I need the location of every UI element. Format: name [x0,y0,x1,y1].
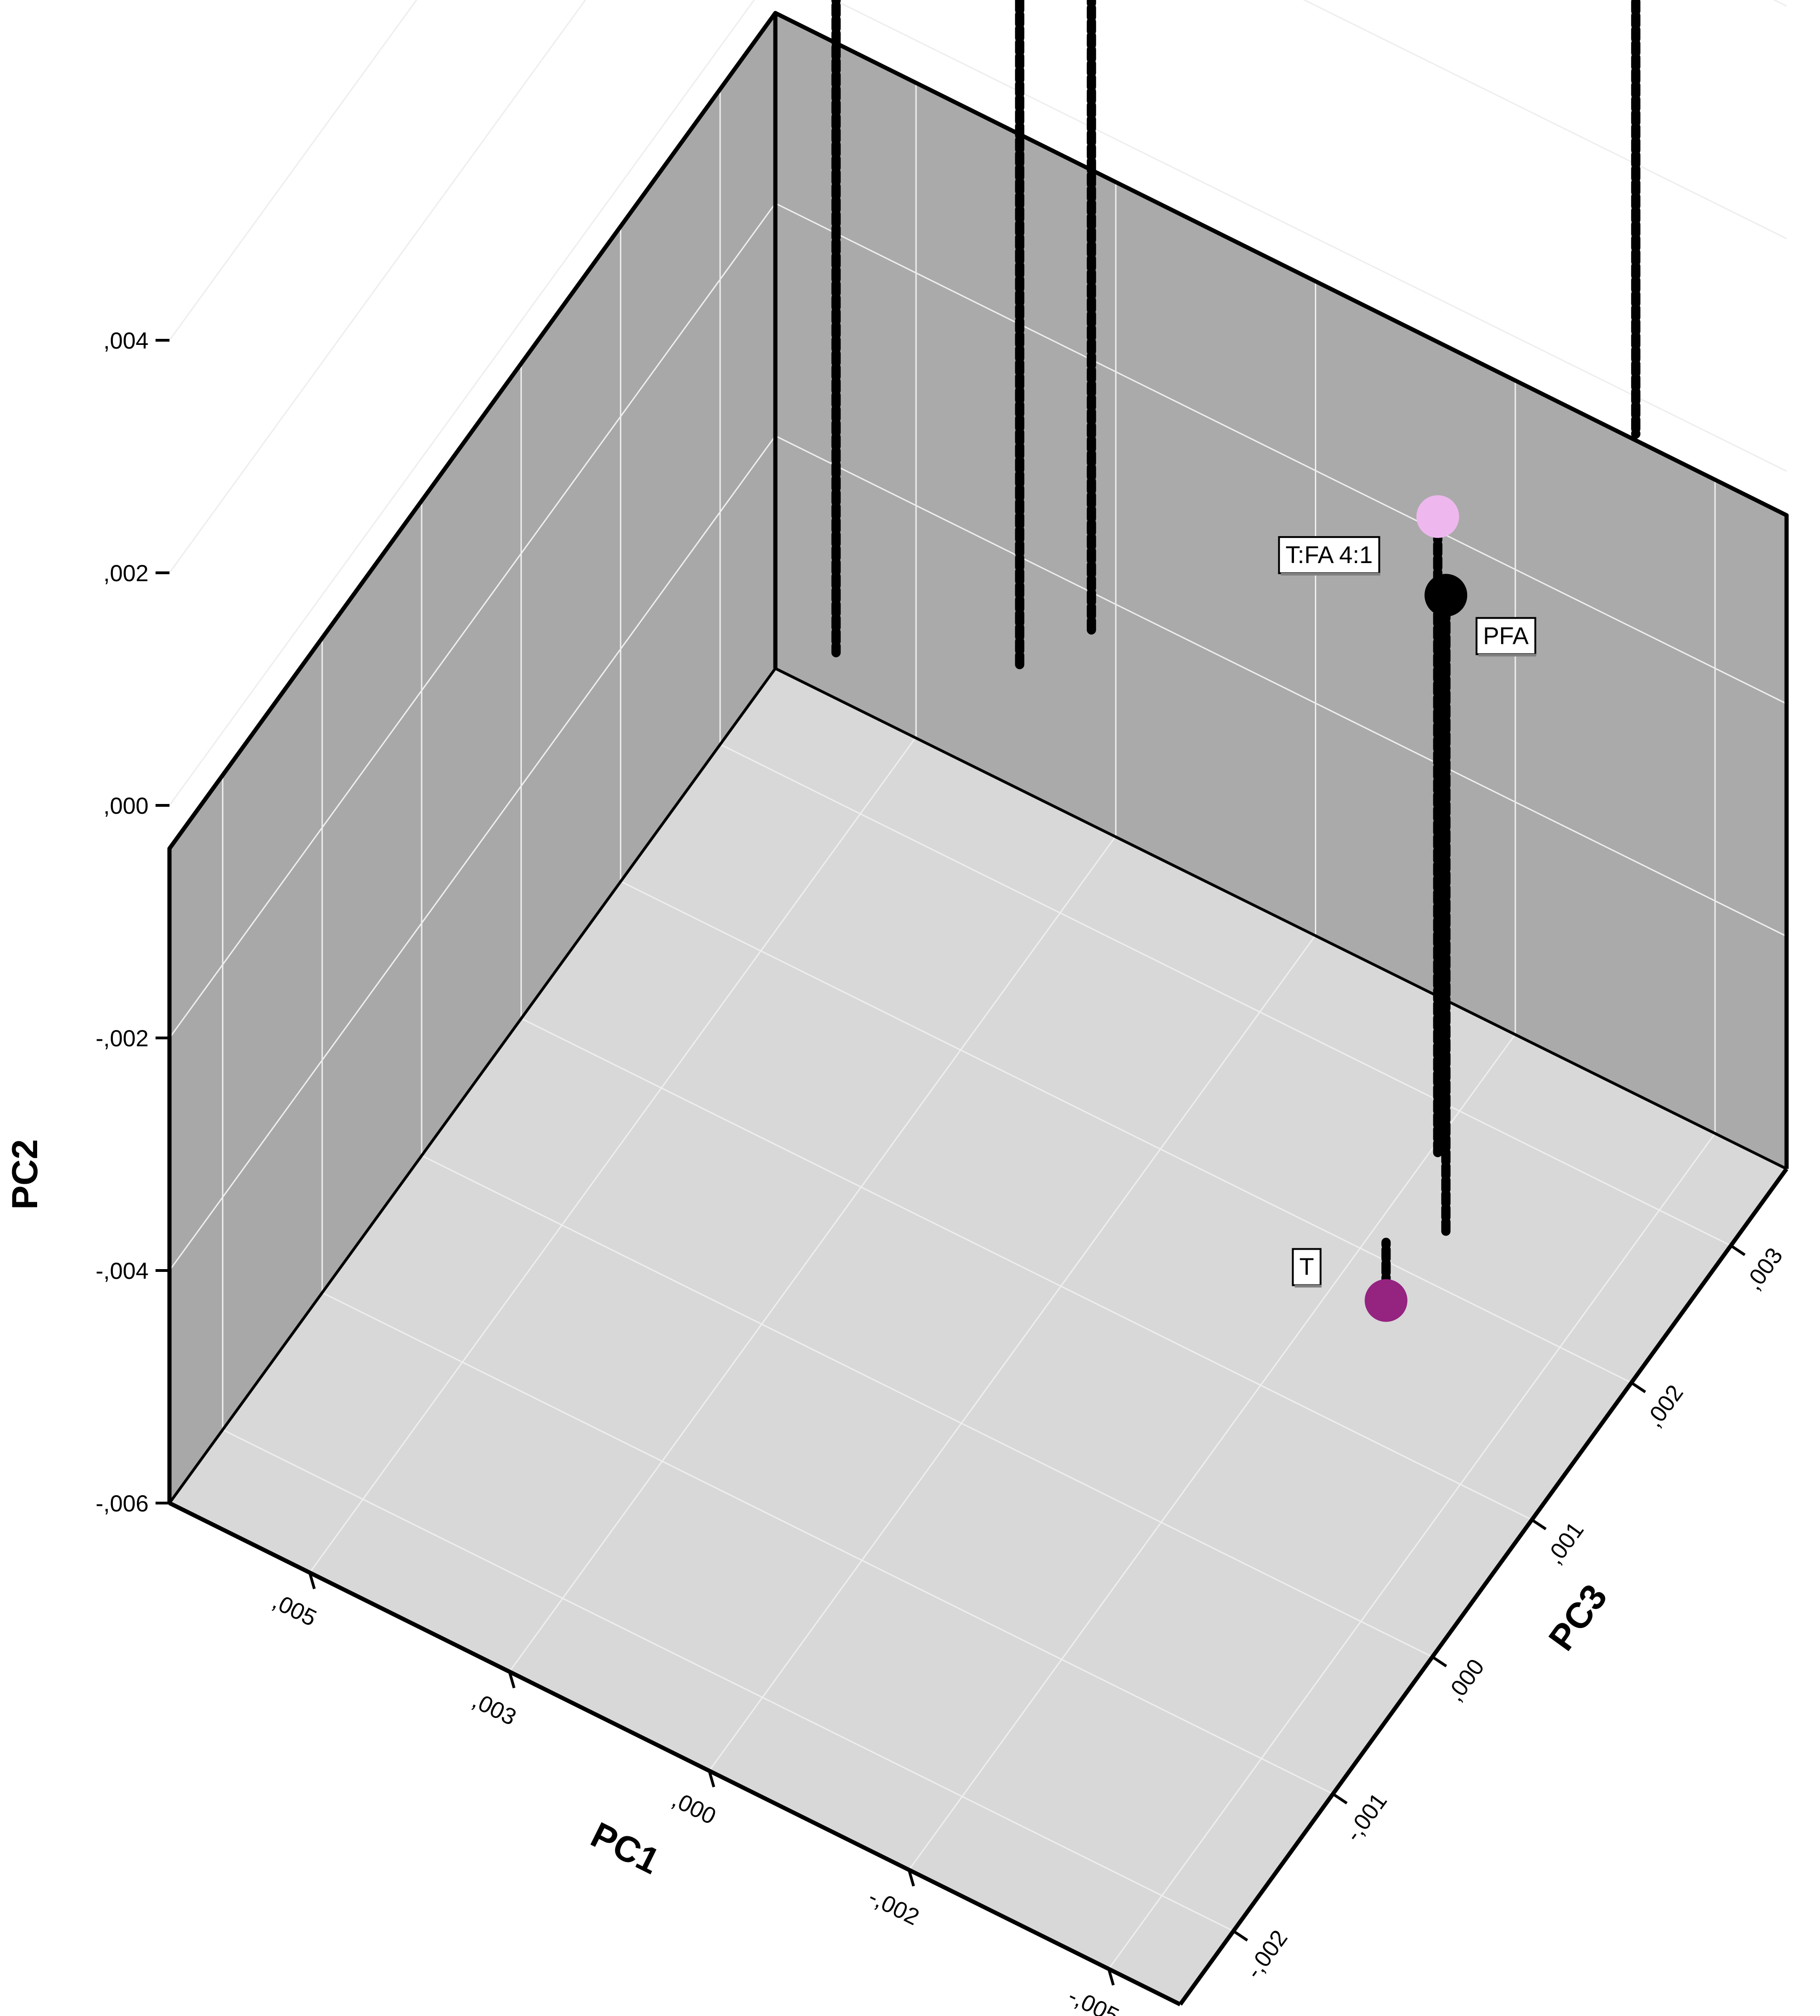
pc1-axis-line [169,1501,1181,2007]
data-points [1365,495,1468,1322]
pc3-tick-mark [1232,1930,1248,1942]
point-label-text: T [1300,1254,1314,1281]
left-wall [169,13,775,1503]
pc3-tick-mark [1332,1793,1348,1805]
pc3-axis-title: PC3 [1540,1577,1615,1658]
pc1-tick-mark [308,1572,316,1589]
pc1-tick-label: ,005 [269,1588,321,1631]
point-label: T:FA 4:1 [1278,536,1380,576]
floor-grid-line-pc1 [708,934,1316,1771]
pc3-tick-mark [1431,1655,1447,1667]
pc3-tick-label: -,001 [1340,1788,1392,1846]
leftwall-grid-line-pc2 [169,203,776,1038]
pc3-tick-label: ,001 [1541,1517,1589,1569]
pc2-tick-label: -,006 [96,1491,149,1517]
floor-left-edge [168,668,777,1504]
pc3-tick-label: -,002 [1241,1925,1293,1983]
frame-edges [167,11,1789,2007]
pc3-tick-label: ,000 [1442,1654,1489,1706]
floor-grid-line-pc3 [222,1429,1234,1932]
floor-grid-line-pc3 [620,881,1632,1384]
floor-grid-line-pc3 [322,1292,1333,1795]
pc2-axis-title: PC2 [4,1139,45,1210]
leftwall-grid-line-pc2 [169,0,755,806]
data-point [1365,1279,1408,1322]
floor-grid-line-pc1 [1108,1133,1716,1970]
pc2-tick-label: ,004 [104,328,149,354]
drop-lines [831,0,1641,1305]
pc3-tick-mark [1730,1244,1746,1256]
point-label: PFA [1476,617,1536,657]
pc1-tick-label: -,005 [1064,1983,1123,2016]
point-label: T [1292,1248,1322,1288]
backwall-grid-line-pc2 [1303,0,1787,240]
back-wall [775,13,1787,1169]
floor-grid-line-pc3 [720,744,1731,1246]
pc3-tick-label: ,002 [1641,1380,1689,1432]
pc3-tick-mark [1531,1518,1547,1530]
data-point [1416,495,1459,538]
pc1-tick-mark [907,1869,915,1886]
pc2-tick-label: -,004 [96,1258,149,1284]
floor-grid-line-pc3 [421,1155,1433,1658]
grid-lines [169,0,1787,1970]
floor-grid-line-pc1 [509,836,1117,1672]
pc1-tick-label: -,002 [864,1884,923,1931]
pc1-tick-mark [508,1671,516,1689]
pc1-tick-mark [708,1770,715,1788]
pc1-tick-mark [1107,1968,1115,1986]
pc1-tick-label: ,000 [668,1786,720,1829]
data-point [1424,574,1468,617]
floor-grid-line-pc1 [309,736,917,1573]
pc2-tick-label: -,002 [96,1025,149,1051]
pc1-axis-title: PC1 [585,1814,666,1882]
backwall-grid-line-pc2 [832,0,1787,472]
pc3-tick-mark [1631,1381,1646,1394]
point-label-text: T:FA 4:1 [1286,542,1373,569]
leftwall-grid-line-pc2 [169,0,586,573]
pc2-tick-label: ,000 [104,793,149,819]
leftwall-grid-line-pc2 [169,435,776,1271]
pc2-tick-label: ,002 [104,560,149,586]
pc3-axis-line [1178,1167,1788,2006]
chart-frame [167,0,1789,2007]
floor-grid-line-pc1 [908,1034,1516,1871]
floor-back-edge [774,667,1788,1170]
leftwall-grid-line-pc2 [169,0,417,341]
backwall-grid-line-pc2 [775,435,1787,937]
pc3-tick-label: ,003 [1740,1243,1788,1295]
point-label-text: PFA [1483,622,1529,649]
pc1-tick-label: ,003 [468,1687,520,1730]
floor [169,668,1787,2004]
backwall-grid-line-pc2 [775,202,1787,705]
floor-grid-line-pc3 [520,1018,1533,1521]
